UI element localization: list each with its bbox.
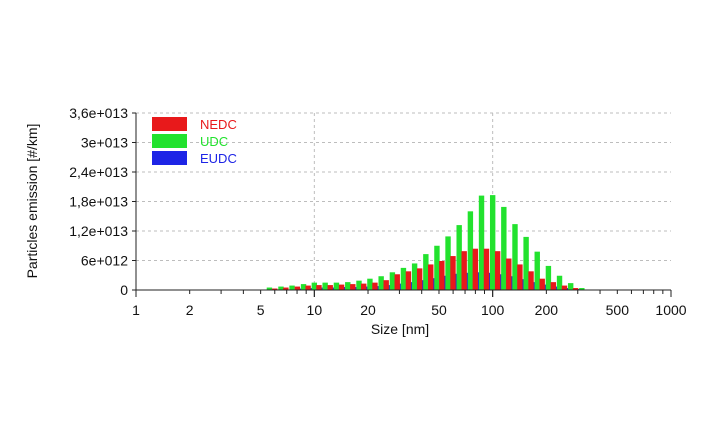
bar-nedc [539,278,545,290]
bar-nedc [405,271,412,290]
bar-udc [456,225,462,290]
bar-nedc [561,285,568,290]
bar-nedc [383,280,389,290]
bar-udc [266,287,273,290]
y-tick-label: 3,6e+013 [69,105,128,121]
bar-udc [278,286,284,290]
bar-nedc [450,256,456,290]
bar-nedc [416,268,423,290]
bars [260,195,596,291]
bar-udc [389,272,396,290]
bar-nedc [361,283,367,290]
bar-udc [367,278,373,290]
bar-udc [567,283,574,290]
bar-udc [556,275,563,290]
bar-nedc [327,285,333,290]
grid-lines [136,112,671,290]
bar-nedc [550,282,557,290]
bar-udc [579,288,585,290]
bar-udc [501,206,507,290]
bar-nedc [350,284,356,290]
y-tick-label: 1,8e+013 [69,194,128,210]
bar-udc [400,267,407,291]
bar-nedc [305,285,311,290]
bar-nedc [272,288,278,290]
bar-udc [434,245,440,290]
bar-udc [512,224,518,290]
axes: 0 6e+012 1,2e+013 1,8e+013 2,4e+013 3e+013 3,6… [69,105,687,318]
bar-nedc [494,251,501,290]
bar-nedc [517,264,523,290]
bar-udc [489,195,496,290]
bar-nedc [428,264,434,290]
bar-nedc [316,285,322,290]
y-tick-label: 6e+012 [81,253,128,269]
bar-nedc [283,287,289,290]
bar-nedc [394,274,400,290]
bar-nedc [572,288,579,290]
x-tick-label: 50 [431,302,447,318]
bar-udc [311,282,318,291]
x-tick-label: 100 [481,302,505,318]
bar-udc [333,282,340,291]
bar-nedc [506,258,512,290]
bar-nedc [472,248,479,290]
x-tick-label: 500 [606,302,630,318]
bar-udc [289,285,295,290]
y-tick-label: 1,2e+013 [69,223,128,239]
x-tick-label: 200 [535,302,559,318]
bar-udc [345,282,351,290]
bar-udc [300,284,307,290]
x-axis-title: Size [nm] [371,321,429,337]
y-axis-title: Particles emission [#/km] [24,124,40,279]
bar-nedc [338,284,345,290]
bar-udc [478,195,485,290]
legend-label-udc: UDC [200,134,228,149]
bar-udc [356,280,362,290]
legend-swatch-nedc [152,117,187,131]
y-tick-label: 3e+013 [81,135,128,151]
bar-nedc [528,271,534,290]
bar-nedc [483,248,490,290]
legend-label-nedc: NEDC [200,117,237,132]
x-tick-label: 2 [186,302,194,318]
x-tick-label: 5 [257,302,265,318]
y-tick-label: 2,4e+013 [69,164,128,180]
bar-udc [378,276,384,290]
bar-udc [467,211,474,290]
legend-label-eudc: EUDC [200,151,237,166]
bar-udc [423,254,429,290]
bar-nedc [294,286,301,290]
x-tick-label: 10 [307,302,323,318]
bar-udc [523,236,529,290]
bar-udc [445,236,451,290]
legend-swatch-eudc [152,151,187,165]
x-tick-label: 1 [132,302,140,318]
bar-nedc [439,260,445,290]
bar-nedc [461,251,467,290]
y-tick-label: 0 [120,282,128,298]
bar-udc [322,282,328,291]
bar-udc [411,263,418,290]
bar-udc [545,265,552,290]
legend-swatch-udc [152,134,187,148]
bar-udc [534,251,540,290]
x-tick-label: 1000 [655,302,686,318]
bar-nedc [372,282,378,291]
x-tick-label: 20 [360,302,376,318]
legend: NEDC UDC EUDC [152,117,237,166]
